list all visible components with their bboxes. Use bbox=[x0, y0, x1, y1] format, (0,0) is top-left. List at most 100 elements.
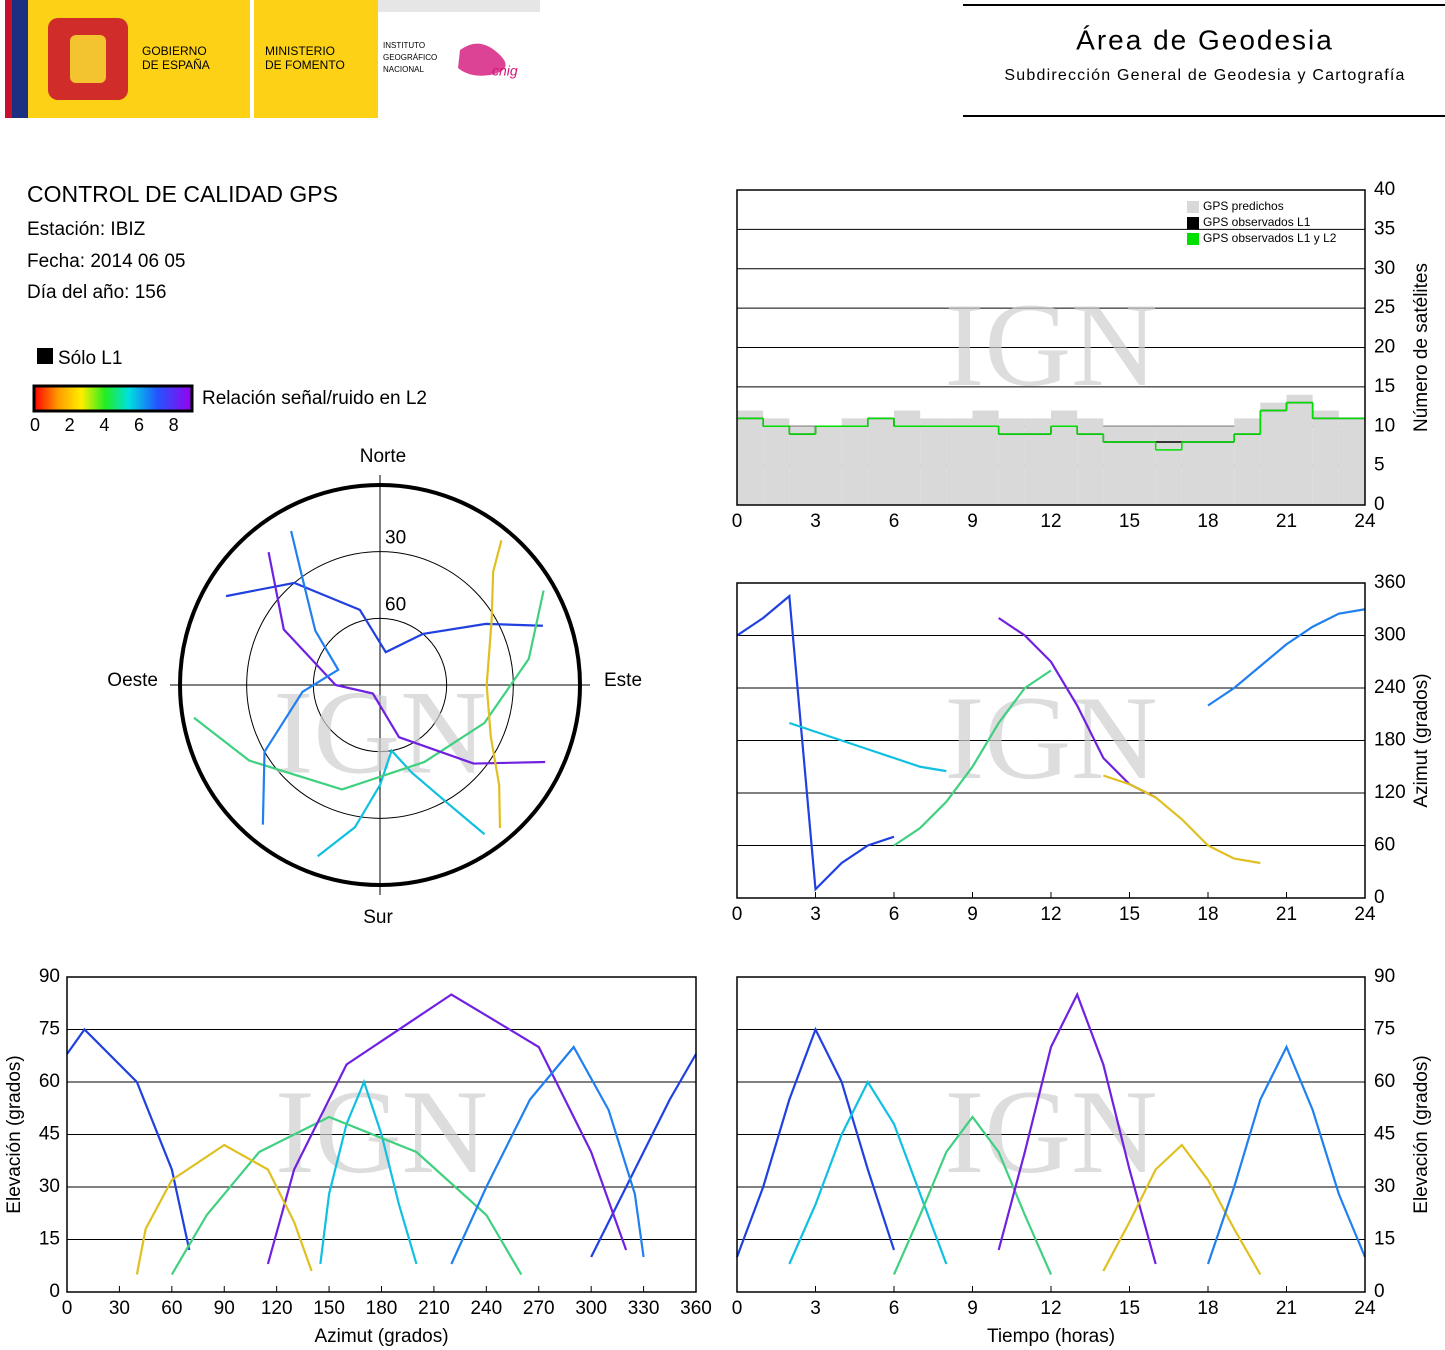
coat-shield bbox=[70, 35, 106, 83]
colorbar-tick-label: 0 bbox=[30, 415, 40, 435]
direction-label: Norte bbox=[360, 446, 406, 467]
x-tick-label: 3 bbox=[810, 511, 821, 532]
y-tick-label: 300 bbox=[1374, 625, 1406, 646]
predicted-bar bbox=[1260, 402, 1287, 505]
day-of-year: Día del año: 156 bbox=[27, 282, 166, 303]
logo-top-bar bbox=[378, 0, 540, 12]
plot-frame bbox=[736, 976, 1366, 1293]
header-subtitle: Subdirección General de Geodesia y Carto… bbox=[1004, 67, 1405, 84]
predicted-bar bbox=[815, 426, 842, 505]
x-tick-label: 30 bbox=[109, 1298, 130, 1319]
x-tick-label: 0 bbox=[732, 511, 743, 532]
x-tick-label: 21 bbox=[1276, 904, 1297, 925]
institute-text: INSTITUTO bbox=[383, 41, 425, 50]
satellite-track bbox=[267, 552, 546, 765]
predicted-bar bbox=[946, 418, 973, 505]
predicted-bar bbox=[1077, 418, 1104, 505]
x-tick-label: 300 bbox=[575, 1298, 607, 1319]
band-divider bbox=[250, 0, 254, 118]
l1-only-swatch bbox=[37, 348, 53, 364]
logo-block: GOBIERNO DE ESPAÑA MINISTERIO DE FOMENTO… bbox=[5, 0, 540, 118]
institute-text: NACIONAL bbox=[383, 65, 424, 74]
y-tick-label: 60 bbox=[39, 1071, 60, 1092]
predicted-bar bbox=[1155, 426, 1182, 505]
satellite-track bbox=[1207, 608, 1366, 707]
y-tick-label: 5 bbox=[1374, 455, 1385, 476]
plot-frame bbox=[736, 582, 1366, 899]
report-title: CONTROL DE CALIDAD GPS bbox=[27, 181, 338, 207]
y-tick-label: 75 bbox=[1374, 1019, 1395, 1040]
satellite-track bbox=[788, 721, 947, 773]
y-tick-label: 15 bbox=[1374, 376, 1395, 397]
y-axis-label: Elevación (grados) bbox=[1411, 1055, 1432, 1213]
y-tick-label: 45 bbox=[39, 1124, 60, 1145]
x-tick-label: 24 bbox=[1354, 511, 1376, 532]
colorbar-tick-label: 6 bbox=[134, 415, 144, 435]
predicted-bar bbox=[1051, 410, 1078, 505]
satellite-track bbox=[1102, 1143, 1262, 1276]
x-tick-label: 0 bbox=[732, 904, 743, 925]
y-tick-label: 75 bbox=[39, 1019, 60, 1040]
chart-panel: 0 15 30 45 60 75 90 0 3 6 9 12 15 18 21 24 IGN Tiempo (ho… bbox=[732, 966, 1432, 1347]
satellite-track bbox=[225, 581, 543, 654]
satellite-track bbox=[736, 593, 895, 892]
predicted-bar bbox=[1312, 410, 1339, 505]
header-title: Área de Geodesia bbox=[1076, 24, 1334, 55]
x-tick-label: 330 bbox=[628, 1298, 660, 1319]
legend-swatch bbox=[1187, 201, 1199, 213]
legend-swatch bbox=[1187, 233, 1199, 245]
legend-swatch bbox=[1187, 217, 1199, 229]
x-tick-label: 15 bbox=[1119, 511, 1140, 532]
y-tick-label: 60 bbox=[1374, 1071, 1395, 1092]
colorbar-ticks: 0 2 4 6 8 bbox=[30, 415, 179, 435]
y-tick-label: 30 bbox=[39, 1176, 60, 1197]
predicted-bar bbox=[1129, 426, 1156, 505]
satellite-track bbox=[450, 1045, 645, 1265]
satellite-track bbox=[317, 748, 486, 858]
x-tick-label: 18 bbox=[1197, 1298, 1218, 1319]
y-tick-label: 0 bbox=[1374, 1281, 1385, 1302]
x-tick-label: 0 bbox=[732, 1298, 743, 1319]
chart-panel: 0 15 30 45 60 75 90 0 30 60 90 120 150 180 210 240 270 30… bbox=[4, 966, 712, 1347]
x-tick-label: 24 bbox=[1354, 1298, 1376, 1319]
x-tick-label: 3 bbox=[810, 1298, 821, 1319]
direction-label: Este bbox=[604, 670, 642, 691]
institute-text: GEOGRÁFICO bbox=[383, 53, 437, 62]
predicted-bar bbox=[789, 426, 816, 505]
y-axis-label: Azimut (grados) bbox=[1411, 673, 1432, 807]
predicted-bar bbox=[867, 418, 894, 505]
date: Fecha: 2014 06 05 bbox=[27, 251, 185, 272]
predicted-bar bbox=[1234, 418, 1261, 505]
satellite-track bbox=[735, 1026, 896, 1258]
satellite-track bbox=[170, 1115, 523, 1276]
colorbar bbox=[32, 384, 194, 413]
predicted-bar bbox=[920, 418, 947, 505]
x-tick-label: 18 bbox=[1197, 511, 1218, 532]
satellite-track bbox=[193, 590, 545, 791]
cnig-text: cnig bbox=[492, 63, 518, 79]
x-tick-label: 90 bbox=[214, 1298, 235, 1319]
y-tick-label: 15 bbox=[39, 1229, 60, 1250]
horizon bbox=[178, 483, 582, 887]
colorbar-tick-label: 4 bbox=[99, 415, 109, 435]
predicted-bar bbox=[998, 418, 1025, 505]
x-tick-label: 21 bbox=[1276, 1298, 1297, 1319]
predicted-bar bbox=[1286, 394, 1313, 505]
predicted-bar bbox=[763, 418, 790, 505]
y-tick-label: 60 bbox=[1374, 835, 1395, 856]
x-tick-label: 21 bbox=[1276, 511, 1297, 532]
y-tick-label: 0 bbox=[1374, 887, 1385, 908]
x-tick-label: 360 bbox=[680, 1298, 712, 1319]
predicted-bar bbox=[972, 410, 999, 505]
predicted-bar bbox=[841, 418, 868, 505]
watermark: IGN bbox=[944, 278, 1157, 411]
x-tick-label: 9 bbox=[967, 511, 978, 532]
x-axis-label: Tiempo (horas) bbox=[987, 1326, 1115, 1347]
predicted-bar bbox=[737, 410, 764, 505]
y-tick-label: 90 bbox=[39, 966, 60, 987]
x-tick-label: 12 bbox=[1040, 511, 1061, 532]
x-axis-label: Azimut (grados) bbox=[314, 1326, 448, 1347]
